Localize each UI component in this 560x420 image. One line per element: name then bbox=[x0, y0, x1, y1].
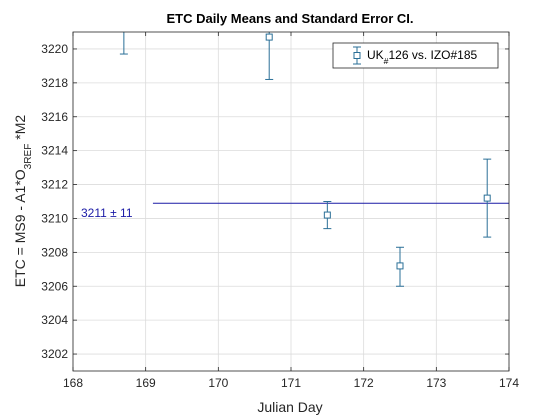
x-tick-label: 168 bbox=[63, 376, 83, 390]
y-tick-label: 3210 bbox=[41, 211, 68, 225]
y-axis-label: ETC = MS9 - A1*O3REF *M2 bbox=[12, 115, 34, 288]
data-point-group bbox=[396, 246, 404, 287]
y-tick-label: 3208 bbox=[41, 245, 68, 259]
y-tick-label: 3212 bbox=[41, 178, 68, 192]
data-point-marker bbox=[396, 262, 404, 270]
series-group bbox=[119, 32, 492, 287]
data-point-marker bbox=[323, 211, 331, 219]
data-point-group bbox=[265, 32, 274, 80]
y-tick-label: 3220 bbox=[41, 42, 68, 56]
y-tick-label: 3204 bbox=[41, 313, 68, 327]
data-point-marker bbox=[265, 33, 273, 41]
data-point-marker bbox=[483, 194, 491, 202]
x-tick-label: 170 bbox=[208, 376, 228, 390]
y-tick-label: 3218 bbox=[41, 76, 68, 90]
x-axis-label: Julian Day bbox=[257, 399, 322, 415]
x-tick-label: 174 bbox=[499, 376, 519, 390]
y-tick-label: 3206 bbox=[41, 279, 68, 293]
x-tick-label: 172 bbox=[354, 376, 374, 390]
y-tick-label: 3216 bbox=[41, 110, 68, 124]
legend-square-marker bbox=[353, 52, 361, 59]
data-point-group bbox=[323, 201, 332, 230]
y-tick-labels: 3202 3204 3206 3208 3210 3212 3214 3216 3218 3220 bbox=[41, 42, 68, 361]
legend: UK#126 vs. IZO#185 bbox=[332, 42, 499, 69]
data-point-group bbox=[483, 158, 492, 238]
x-tick-labels: 168 169 170 171 172 173 174 bbox=[63, 376, 519, 390]
y-tick-label: 3202 bbox=[41, 347, 68, 361]
x-tick-label: 169 bbox=[136, 376, 156, 390]
x-tick-label: 171 bbox=[281, 376, 301, 390]
data-point-group bbox=[119, 32, 128, 55]
chart-title: ETC Daily Means and Standard Error CI. bbox=[166, 11, 413, 26]
tick-marks bbox=[72, 32, 510, 371]
legend-label: UK#126 vs. IZO#185 bbox=[367, 48, 478, 66]
y-tick-label: 3214 bbox=[41, 144, 68, 158]
reference-line-label: 3211 ± 11 bbox=[81, 206, 133, 220]
legend-marker bbox=[353, 46, 361, 65]
x-tick-label: 173 bbox=[426, 376, 446, 390]
